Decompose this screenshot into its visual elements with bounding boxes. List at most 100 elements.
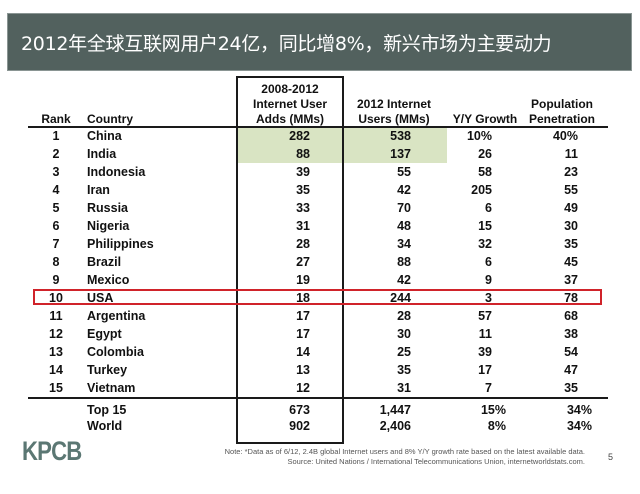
row-country: Colombia xyxy=(87,345,144,359)
row-rank: 2 xyxy=(52,147,60,161)
row-country: Turkey xyxy=(87,363,128,377)
row-users: 70 xyxy=(397,201,411,215)
highlight-cell-users xyxy=(344,127,447,163)
row-penetration: 68 xyxy=(564,309,578,323)
total-users: 1,447 xyxy=(379,403,411,417)
row-growth: 58 xyxy=(478,165,492,179)
row-rank: 4 xyxy=(52,183,60,197)
total-penetration: 34% xyxy=(566,403,592,417)
row-country: Philippines xyxy=(87,237,154,251)
header-adds-line2: Internet User xyxy=(252,97,328,111)
row-rank: 15 xyxy=(49,381,63,395)
row-adds: 282 xyxy=(289,129,310,143)
row-adds: 88 xyxy=(296,147,310,161)
row-users: 34 xyxy=(397,237,411,251)
row-adds: 28 xyxy=(296,237,310,251)
row-rank: 1 xyxy=(52,129,60,143)
row-users: 28 xyxy=(397,309,411,323)
title-bar: 2012年全球互联网用户24亿，同比增8%，新兴市场为主要动力 xyxy=(7,13,632,71)
row-growth: 205 xyxy=(471,183,492,197)
row-growth: 3 xyxy=(485,291,492,305)
row-users: 244 xyxy=(390,291,411,305)
adds-column-box xyxy=(236,76,344,444)
row-penetration: 78 xyxy=(564,291,578,305)
header-adds-line1: 2008-2012 xyxy=(261,82,319,96)
row-country: Russia xyxy=(87,201,128,215)
row-adds: 39 xyxy=(296,165,310,179)
row-penetration: 54 xyxy=(564,345,578,359)
row-growth: 6 xyxy=(485,255,492,269)
row-penetration: 11 xyxy=(564,147,578,161)
row-growth: 26 xyxy=(478,147,492,161)
footer-source: Source: United Nations / International T… xyxy=(287,457,585,466)
header-users: 2012 Internet Users (MMs) xyxy=(348,97,440,127)
row-users: 538 xyxy=(390,129,411,143)
footer-note: Note: *Data as of 6/12, 2.4B global Inte… xyxy=(224,447,585,456)
header-divider xyxy=(28,126,608,128)
row-growth: 57 xyxy=(478,309,492,323)
row-users: 48 xyxy=(397,219,411,233)
row-country: Nigeria xyxy=(87,219,130,233)
row-growth: 39 xyxy=(478,345,492,359)
row-adds: 17 xyxy=(296,309,310,323)
total-adds: 673 xyxy=(289,403,310,417)
row-rank: 14 xyxy=(49,363,63,377)
row-rank: 11 xyxy=(49,309,63,323)
kpcb-logo: KPCB xyxy=(22,436,82,466)
row-penetration: 35 xyxy=(564,237,578,251)
row-adds: 13 xyxy=(296,363,310,377)
header-penetration-line2: Penetration xyxy=(528,112,595,126)
row-growth: 7 xyxy=(485,381,492,395)
page-title: 2012年全球互联网用户24亿，同比增8%，新兴市场为主要动力 xyxy=(21,33,552,55)
row-rank: 9 xyxy=(52,273,60,287)
row-growth: 10% xyxy=(466,129,492,143)
total-label: World xyxy=(87,419,123,433)
total-label: Top 15 xyxy=(87,403,127,417)
row-adds: 19 xyxy=(296,273,310,287)
row-adds: 31 xyxy=(296,219,310,233)
row-adds: 17 xyxy=(296,327,310,341)
row-users: 88 xyxy=(397,255,411,269)
row-rank: 10 xyxy=(49,291,63,305)
row-country: China xyxy=(87,129,122,143)
row-penetration: 49 xyxy=(564,201,578,215)
usa-highlight-box xyxy=(33,289,602,305)
row-adds: 18 xyxy=(296,291,310,305)
row-growth: 32 xyxy=(478,237,492,251)
row-growth: 17 xyxy=(478,363,492,377)
total-penetration: 34% xyxy=(566,419,592,433)
page-number: 5 xyxy=(608,452,614,462)
total-adds: 902 xyxy=(289,419,310,433)
row-users: 31 xyxy=(397,381,411,395)
header-penetration: Population Penetration xyxy=(522,97,602,127)
header-rank: Rank xyxy=(41,112,71,126)
row-penetration: 47 xyxy=(564,363,578,377)
row-penetration: 38 xyxy=(564,327,578,341)
row-country: Vietnam xyxy=(87,381,136,395)
row-users: 30 xyxy=(397,327,411,341)
row-country: Indonesia xyxy=(87,165,146,179)
header-growth: Y/Y Growth xyxy=(452,112,518,126)
header-penetration-line1: Population xyxy=(531,97,593,111)
row-growth: 9 xyxy=(485,273,492,287)
row-penetration: 55 xyxy=(564,183,578,197)
row-country: Iran xyxy=(87,183,110,197)
row-rank: 8 xyxy=(52,255,60,269)
row-rank: 13 xyxy=(49,345,63,359)
row-country: Argentina xyxy=(87,309,146,323)
row-rank: 7 xyxy=(52,237,60,251)
row-adds: 33 xyxy=(296,201,310,215)
header-users-line1: 2012 Internet xyxy=(356,97,432,111)
total-growth: 8% xyxy=(487,419,506,433)
row-country: Brazil xyxy=(87,255,122,269)
row-users: 137 xyxy=(390,147,411,161)
row-users: 55 xyxy=(397,165,411,179)
row-users: 25 xyxy=(397,345,411,359)
row-penetration: 37 xyxy=(564,273,578,287)
header-country: Country xyxy=(87,112,133,126)
row-rank: 5 xyxy=(52,201,60,215)
highlight-cell-adds xyxy=(236,127,344,163)
row-rank: 6 xyxy=(52,219,60,233)
row-penetration: 35 xyxy=(564,381,578,395)
row-penetration: 45 xyxy=(564,255,578,269)
